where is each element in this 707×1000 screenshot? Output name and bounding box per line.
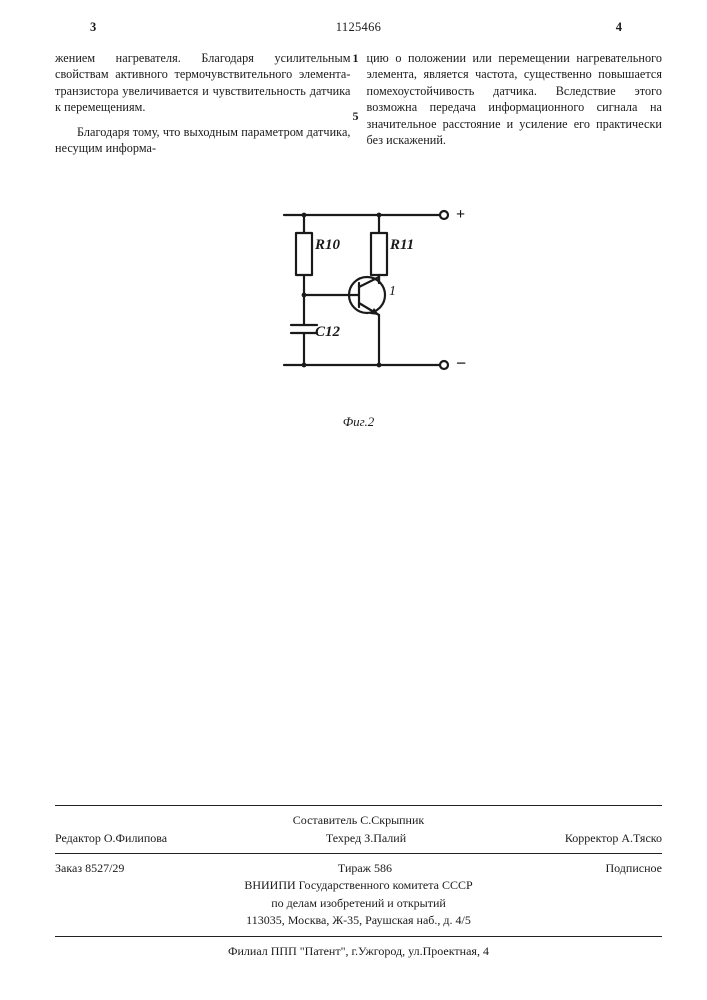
editor: Редактор О.Филипова — [55, 830, 167, 847]
divider — [55, 853, 662, 854]
col-num-right: 4 — [616, 20, 622, 35]
col-num-left: 3 — [90, 20, 96, 35]
composer-line: Составитель С.Скрыпник — [55, 812, 662, 829]
org-line-2: по делам изобретений и открытий — [55, 895, 662, 912]
order: Заказ 8527/29 — [55, 860, 124, 877]
figure-caption: Фиг.2 — [55, 414, 662, 430]
branch-line: Филиал ППП "Патент", г.Ужгород, ул.Проек… — [55, 943, 662, 960]
corrector: Корректор А.Тяско — [565, 830, 662, 847]
page-header: 3 1125466 4 — [55, 20, 662, 44]
label-transistor: 1 — [389, 284, 396, 299]
minus-terminal: − — [456, 353, 466, 373]
column-right: цию о положении или перемещении на­грева… — [367, 50, 663, 165]
left-para-2: Благодаря тому, что выходным па­раметром… — [55, 124, 351, 157]
label-r10: R10 — [314, 237, 341, 253]
order-line: Заказ 8527/29 Тираж 586 Подписное — [55, 860, 662, 877]
subscription: Подписное — [605, 860, 662, 877]
circuit-figure: + − R10 R11 — [55, 195, 662, 430]
label-c12: C12 — [315, 324, 341, 340]
org-line-3: 113035, Москва, Ж-35, Раушская наб., д. … — [55, 912, 662, 929]
credits-line: Редактор О.Филипова Техред З.Палий Корре… — [55, 830, 662, 847]
divider — [55, 805, 662, 806]
column-left: 1 5 жением нагревателя. Благодаря усили­… — [55, 50, 351, 165]
label-r11: R11 — [389, 237, 414, 253]
circulation: Тираж 586 — [338, 860, 392, 877]
left-para-1: жением нагревателя. Благодаря усили­тель… — [55, 50, 351, 116]
org-line-1: ВНИИПИ Государственного комитета СССР — [55, 877, 662, 894]
circuit-svg: + − R10 R11 — [249, 195, 469, 405]
divider — [55, 936, 662, 937]
plus-terminal: + — [456, 206, 465, 223]
text-columns: 1 5 жением нагревателя. Благодаря усили­… — [55, 50, 662, 165]
imprint-block: Составитель С.Скрыпник Редактор О.Филипо… — [55, 799, 662, 960]
line-marker-1: 1 — [353, 50, 359, 66]
line-marker-5: 5 — [353, 108, 359, 124]
right-para-1: цию о положении или перемещении на­грева… — [367, 50, 663, 149]
techred: Техред З.Палий — [326, 830, 406, 847]
document-number: 1125466 — [336, 20, 381, 35]
page: 3 1125466 4 1 5 жением нагревателя. Благ… — [0, 0, 707, 1000]
